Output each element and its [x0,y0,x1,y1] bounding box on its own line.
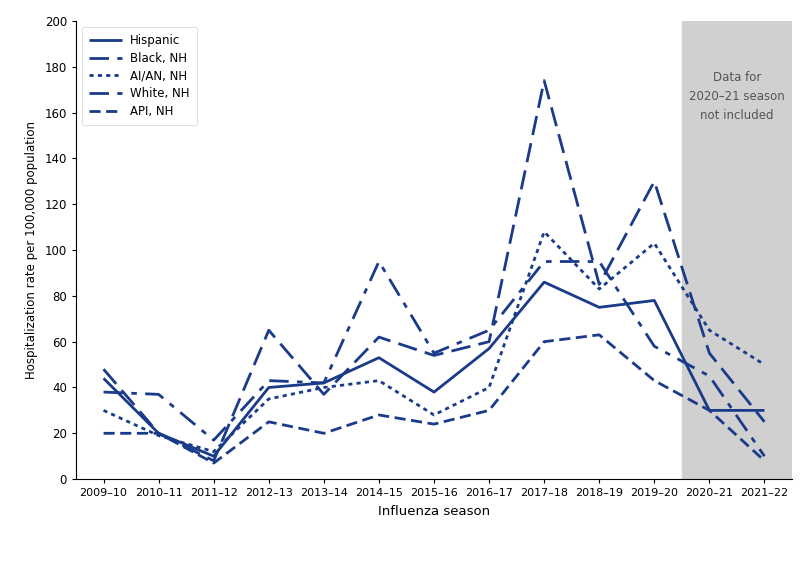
Text: Source: MMWR © 2022 Centers for Disease Control and Prevention (CDC): Source: MMWR © 2022 Centers for Disease … [427,547,788,558]
Text: Data for
2020–21 season
not included: Data for 2020–21 season not included [689,72,785,122]
Legend: Hispanic, Black, NH, AI/AN, NH, White, NH, API, NH: Hispanic, Black, NH, AI/AN, NH, White, N… [82,27,197,125]
Y-axis label: Hospitalization rate per 100,000 population: Hospitalization rate per 100,000 populat… [25,121,38,379]
Text: Medscape: Medscape [12,546,90,559]
X-axis label: Influenza season: Influenza season [378,505,490,518]
Bar [682,21,792,479]
